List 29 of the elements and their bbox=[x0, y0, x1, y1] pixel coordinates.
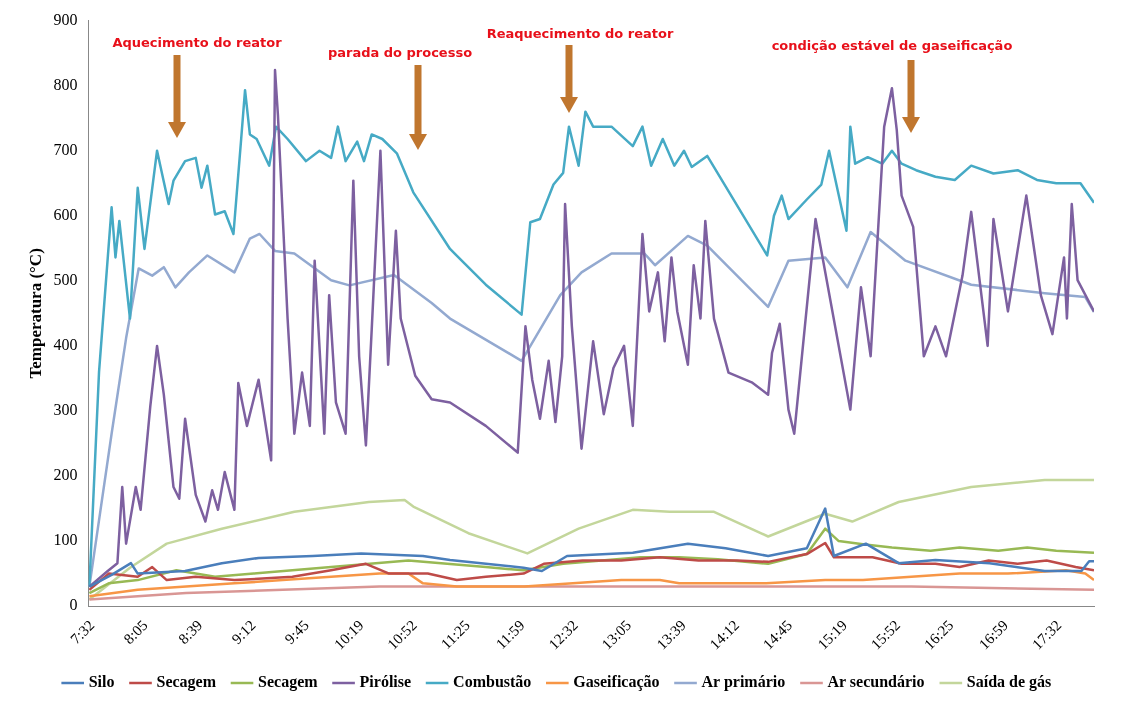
y-tick-label: 300 bbox=[53, 401, 78, 419]
y-tick-label: 700 bbox=[53, 140, 78, 158]
x-tick-label: 9:12 bbox=[228, 617, 259, 648]
y-tick-label: 400 bbox=[53, 336, 78, 354]
legend-label: Saída de gás bbox=[966, 673, 1052, 692]
legend-label: Ar secundário bbox=[827, 673, 925, 691]
legend-label: Combustão bbox=[453, 673, 532, 691]
y-tick-label: 200 bbox=[53, 466, 78, 484]
y-tick-label: 100 bbox=[53, 531, 78, 549]
legend-label: Ar primário bbox=[701, 673, 786, 692]
y-tick-label: 500 bbox=[53, 271, 78, 289]
y-tick-label: 800 bbox=[53, 75, 78, 93]
legend-label: Gaseificação bbox=[573, 673, 660, 692]
annotation: Reaquecimento do reator bbox=[486, 26, 674, 41]
x-tick-label: 7:32 bbox=[67, 617, 98, 648]
y-axis-title: Temperatura (°C) bbox=[25, 248, 45, 379]
legend-label: Secagem bbox=[258, 673, 319, 692]
legend-label: Pirólise bbox=[359, 673, 412, 691]
annotation: Aquecimento do reator bbox=[112, 35, 282, 50]
annotation: parada do processo bbox=[327, 45, 473, 60]
legend-label: Silo bbox=[88, 673, 115, 691]
y-tick-label: 0 bbox=[69, 596, 78, 614]
x-tick-label: 9:45 bbox=[281, 617, 312, 648]
annotation: condição estável de gaseificação bbox=[771, 38, 1013, 53]
y-tick-label: 900 bbox=[53, 10, 78, 28]
legend-label: Secagem bbox=[156, 673, 217, 692]
x-tick-label: 8:39 bbox=[175, 617, 206, 648]
y-tick-label: 600 bbox=[53, 205, 78, 223]
x-tick-label: 8:05 bbox=[120, 617, 151, 648]
